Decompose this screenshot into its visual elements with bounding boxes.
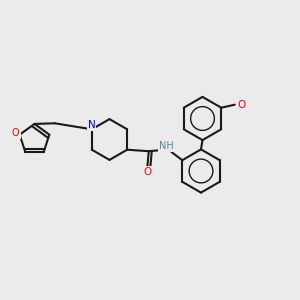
Text: O: O <box>144 167 152 177</box>
Text: NH: NH <box>159 141 174 151</box>
Text: O: O <box>237 100 245 110</box>
Text: N: N <box>88 120 95 130</box>
Text: O: O <box>12 128 20 138</box>
Text: O: O <box>144 167 152 177</box>
Text: NH: NH <box>159 141 174 151</box>
Text: N: N <box>88 120 95 130</box>
Text: O: O <box>12 128 20 138</box>
Text: O: O <box>237 100 245 110</box>
